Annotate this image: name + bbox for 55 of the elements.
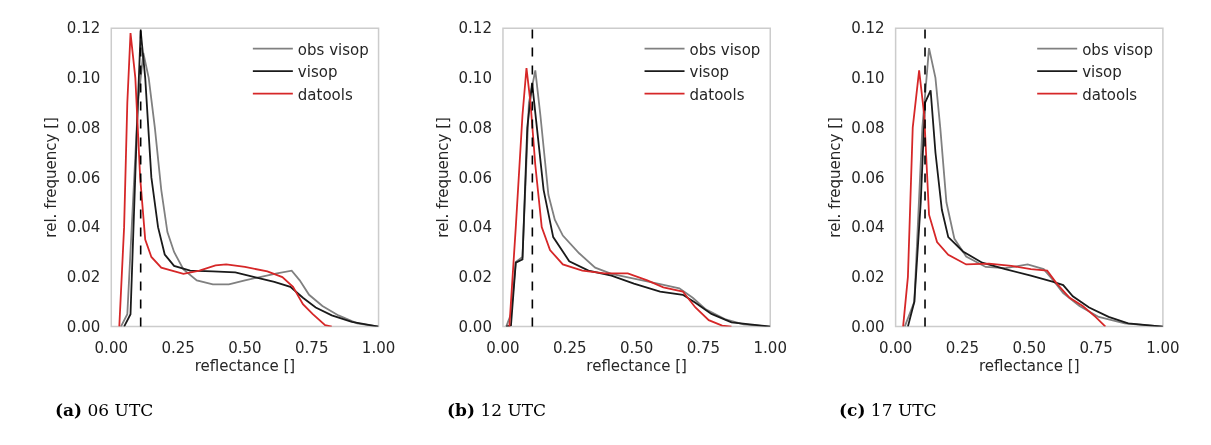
x-axis-title: reflectance [] — [586, 356, 687, 375]
x-tick-label: 0.50 — [228, 338, 262, 357]
legend-label: obs visop — [297, 40, 369, 59]
y-tick-label: 0.00 — [66, 317, 101, 336]
x-tick-label: 0.25 — [553, 338, 587, 357]
x-tick-label: 0.50 — [619, 338, 654, 357]
y-tick-label: 0.10 — [66, 69, 101, 88]
y-tick-label: 0.06 — [458, 168, 492, 187]
x-tick-label: 0.25 — [161, 338, 195, 357]
legend-label: visop — [689, 63, 730, 82]
y-axis-title: rel. frequency [] — [42, 117, 61, 238]
y-tick-label: 0.12 — [851, 19, 885, 38]
y-tick-label: 0.04 — [66, 218, 101, 237]
y-tick-label: 0.00 — [851, 317, 885, 336]
y-tick-label: 0.04 — [458, 218, 492, 237]
x-axis-title: reflectance [] — [194, 356, 296, 375]
y-tick-label: 0.10 — [851, 69, 885, 88]
legend-label: obs visop — [1082, 40, 1154, 59]
legend-label: datools — [689, 85, 745, 104]
legend-label: datools — [1082, 85, 1138, 104]
x-tick-label: 0.50 — [1012, 338, 1046, 357]
y-axis-title: rel. frequency [] — [826, 117, 845, 238]
y-tick-label: 0.12 — [66, 19, 101, 38]
y-tick-label: 0.08 — [851, 118, 885, 137]
y-tick-label: 0.02 — [66, 268, 101, 287]
x-tick-label: 0.25 — [945, 338, 980, 357]
y-tick-label: 0.06 — [851, 168, 885, 187]
x-tick-label: 1.00 — [361, 338, 396, 357]
x-tick-label: 0.00 — [486, 338, 520, 357]
y-tick-label: 0.02 — [851, 268, 885, 287]
x-tick-label: 1.00 — [1146, 338, 1180, 357]
legend-label: visop — [297, 63, 338, 82]
y-tick-label: 0.04 — [851, 218, 885, 237]
y-axis-title: rel. frequency [] — [433, 117, 452, 238]
legend-label: visop — [1082, 63, 1122, 82]
x-tick-label: 0.00 — [878, 338, 913, 357]
text: (a) 06 UTC — [55, 400, 154, 420]
x-tick-label: 0.75 — [295, 338, 329, 357]
legend-label: datools — [297, 85, 353, 104]
y-tick-label: 0.08 — [66, 118, 101, 137]
x-tick-label: 0.75 — [1079, 338, 1113, 357]
text: (c) 17 UTC — [839, 400, 937, 420]
y-tick-label: 0.06 — [66, 168, 101, 187]
line-series — [907, 89, 1163, 327]
y-tick-label: 0.10 — [458, 69, 492, 88]
y-tick-label: 0.02 — [458, 268, 492, 287]
y-tick-label: 0.08 — [458, 118, 492, 137]
x-tick-label: 0.75 — [686, 338, 721, 357]
y-tick-label: 0.12 — [458, 19, 492, 38]
x-axis-title: reflectance [] — [978, 356, 1080, 375]
text: (b) 12 UTC — [447, 400, 547, 420]
x-tick-label: 0.00 — [94, 338, 128, 357]
y-tick-label: 0.00 — [458, 317, 492, 336]
legend-label: obs visop — [689, 40, 761, 59]
x-tick-label: 1.00 — [753, 338, 787, 357]
